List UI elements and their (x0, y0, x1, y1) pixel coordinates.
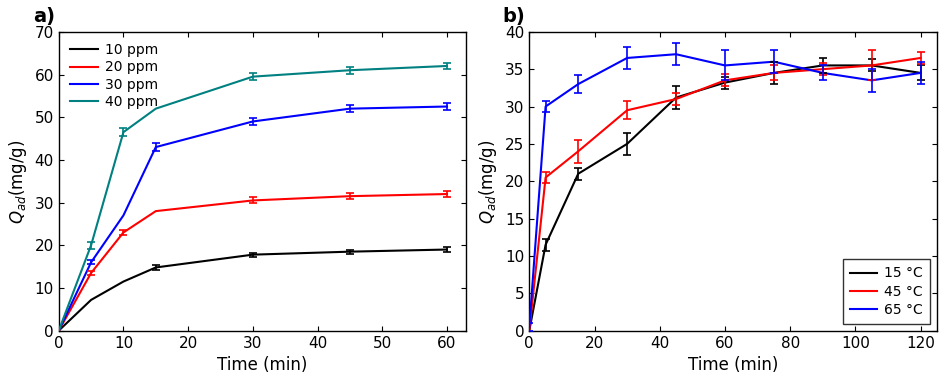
45 °C (914, 56, 925, 60)
65 °C (914, 70, 925, 75)
Text: a): a) (33, 7, 55, 26)
65 °C (767, 59, 779, 64)
45 °C (817, 67, 828, 72)
20 ppm (118, 230, 129, 235)
Text: b): b) (502, 7, 525, 26)
65 °C (865, 78, 876, 83)
45 °C (767, 70, 779, 75)
40 ppm (441, 64, 452, 68)
15 °C (539, 242, 550, 247)
15 °C (523, 328, 534, 333)
30 ppm (344, 106, 355, 111)
30 ppm (247, 119, 259, 124)
Legend: 15 °C, 45 °C, 65 °C: 15 °C, 45 °C, 65 °C (842, 259, 929, 324)
45 °C (572, 149, 583, 154)
10 ppm (118, 279, 129, 284)
X-axis label: Time (min): Time (min) (687, 356, 778, 374)
45 °C (669, 97, 681, 101)
10 ppm (150, 265, 161, 270)
30 ppm (118, 213, 129, 218)
15 °C (865, 63, 876, 68)
Line: 10 ppm: 10 ppm (59, 250, 447, 331)
65 °C (523, 325, 534, 329)
10 ppm (441, 247, 452, 252)
Line: 40 ppm: 40 ppm (59, 66, 447, 331)
40 ppm (53, 328, 64, 333)
Line: 65 °C: 65 °C (529, 54, 919, 327)
45 °C (523, 328, 534, 333)
15 °C (669, 95, 681, 100)
Y-axis label: $Q_{ad}$(mg/g): $Q_{ad}$(mg/g) (7, 139, 29, 224)
65 °C (621, 56, 632, 60)
20 ppm (150, 209, 161, 213)
15 °C (572, 171, 583, 176)
65 °C (539, 104, 550, 109)
65 °C (669, 52, 681, 56)
15 °C (817, 63, 828, 68)
20 ppm (441, 192, 452, 196)
Line: 20 ppm: 20 ppm (59, 194, 447, 331)
65 °C (572, 82, 583, 86)
Y-axis label: $Q_{ad}$(mg/g): $Q_{ad}$(mg/g) (477, 139, 499, 224)
45 °C (718, 78, 730, 83)
X-axis label: Time (min): Time (min) (217, 356, 308, 374)
20 ppm (85, 271, 96, 275)
15 °C (621, 142, 632, 146)
20 ppm (344, 194, 355, 199)
40 ppm (344, 68, 355, 72)
15 °C (914, 70, 925, 75)
40 ppm (247, 74, 259, 79)
40 ppm (85, 243, 96, 248)
Line: 15 °C: 15 °C (529, 66, 919, 331)
65 °C (817, 70, 828, 75)
45 °C (865, 63, 876, 68)
65 °C (718, 63, 730, 68)
30 ppm (441, 104, 452, 109)
10 ppm (247, 252, 259, 257)
Legend: 10 ppm, 20 ppm, 30 ppm, 40 ppm: 10 ppm, 20 ppm, 30 ppm, 40 ppm (66, 39, 161, 114)
Line: 30 ppm: 30 ppm (59, 107, 447, 331)
40 ppm (118, 130, 129, 134)
20 ppm (247, 198, 259, 203)
Line: 45 °C: 45 °C (529, 58, 919, 331)
30 ppm (53, 328, 64, 333)
10 ppm (344, 250, 355, 254)
15 °C (767, 70, 779, 75)
45 °C (539, 175, 550, 180)
10 ppm (85, 298, 96, 302)
30 ppm (150, 145, 161, 149)
40 ppm (150, 106, 161, 111)
30 ppm (85, 260, 96, 265)
15 °C (718, 80, 730, 85)
45 °C (621, 108, 632, 112)
10 ppm (53, 328, 64, 333)
20 ppm (53, 328, 64, 333)
